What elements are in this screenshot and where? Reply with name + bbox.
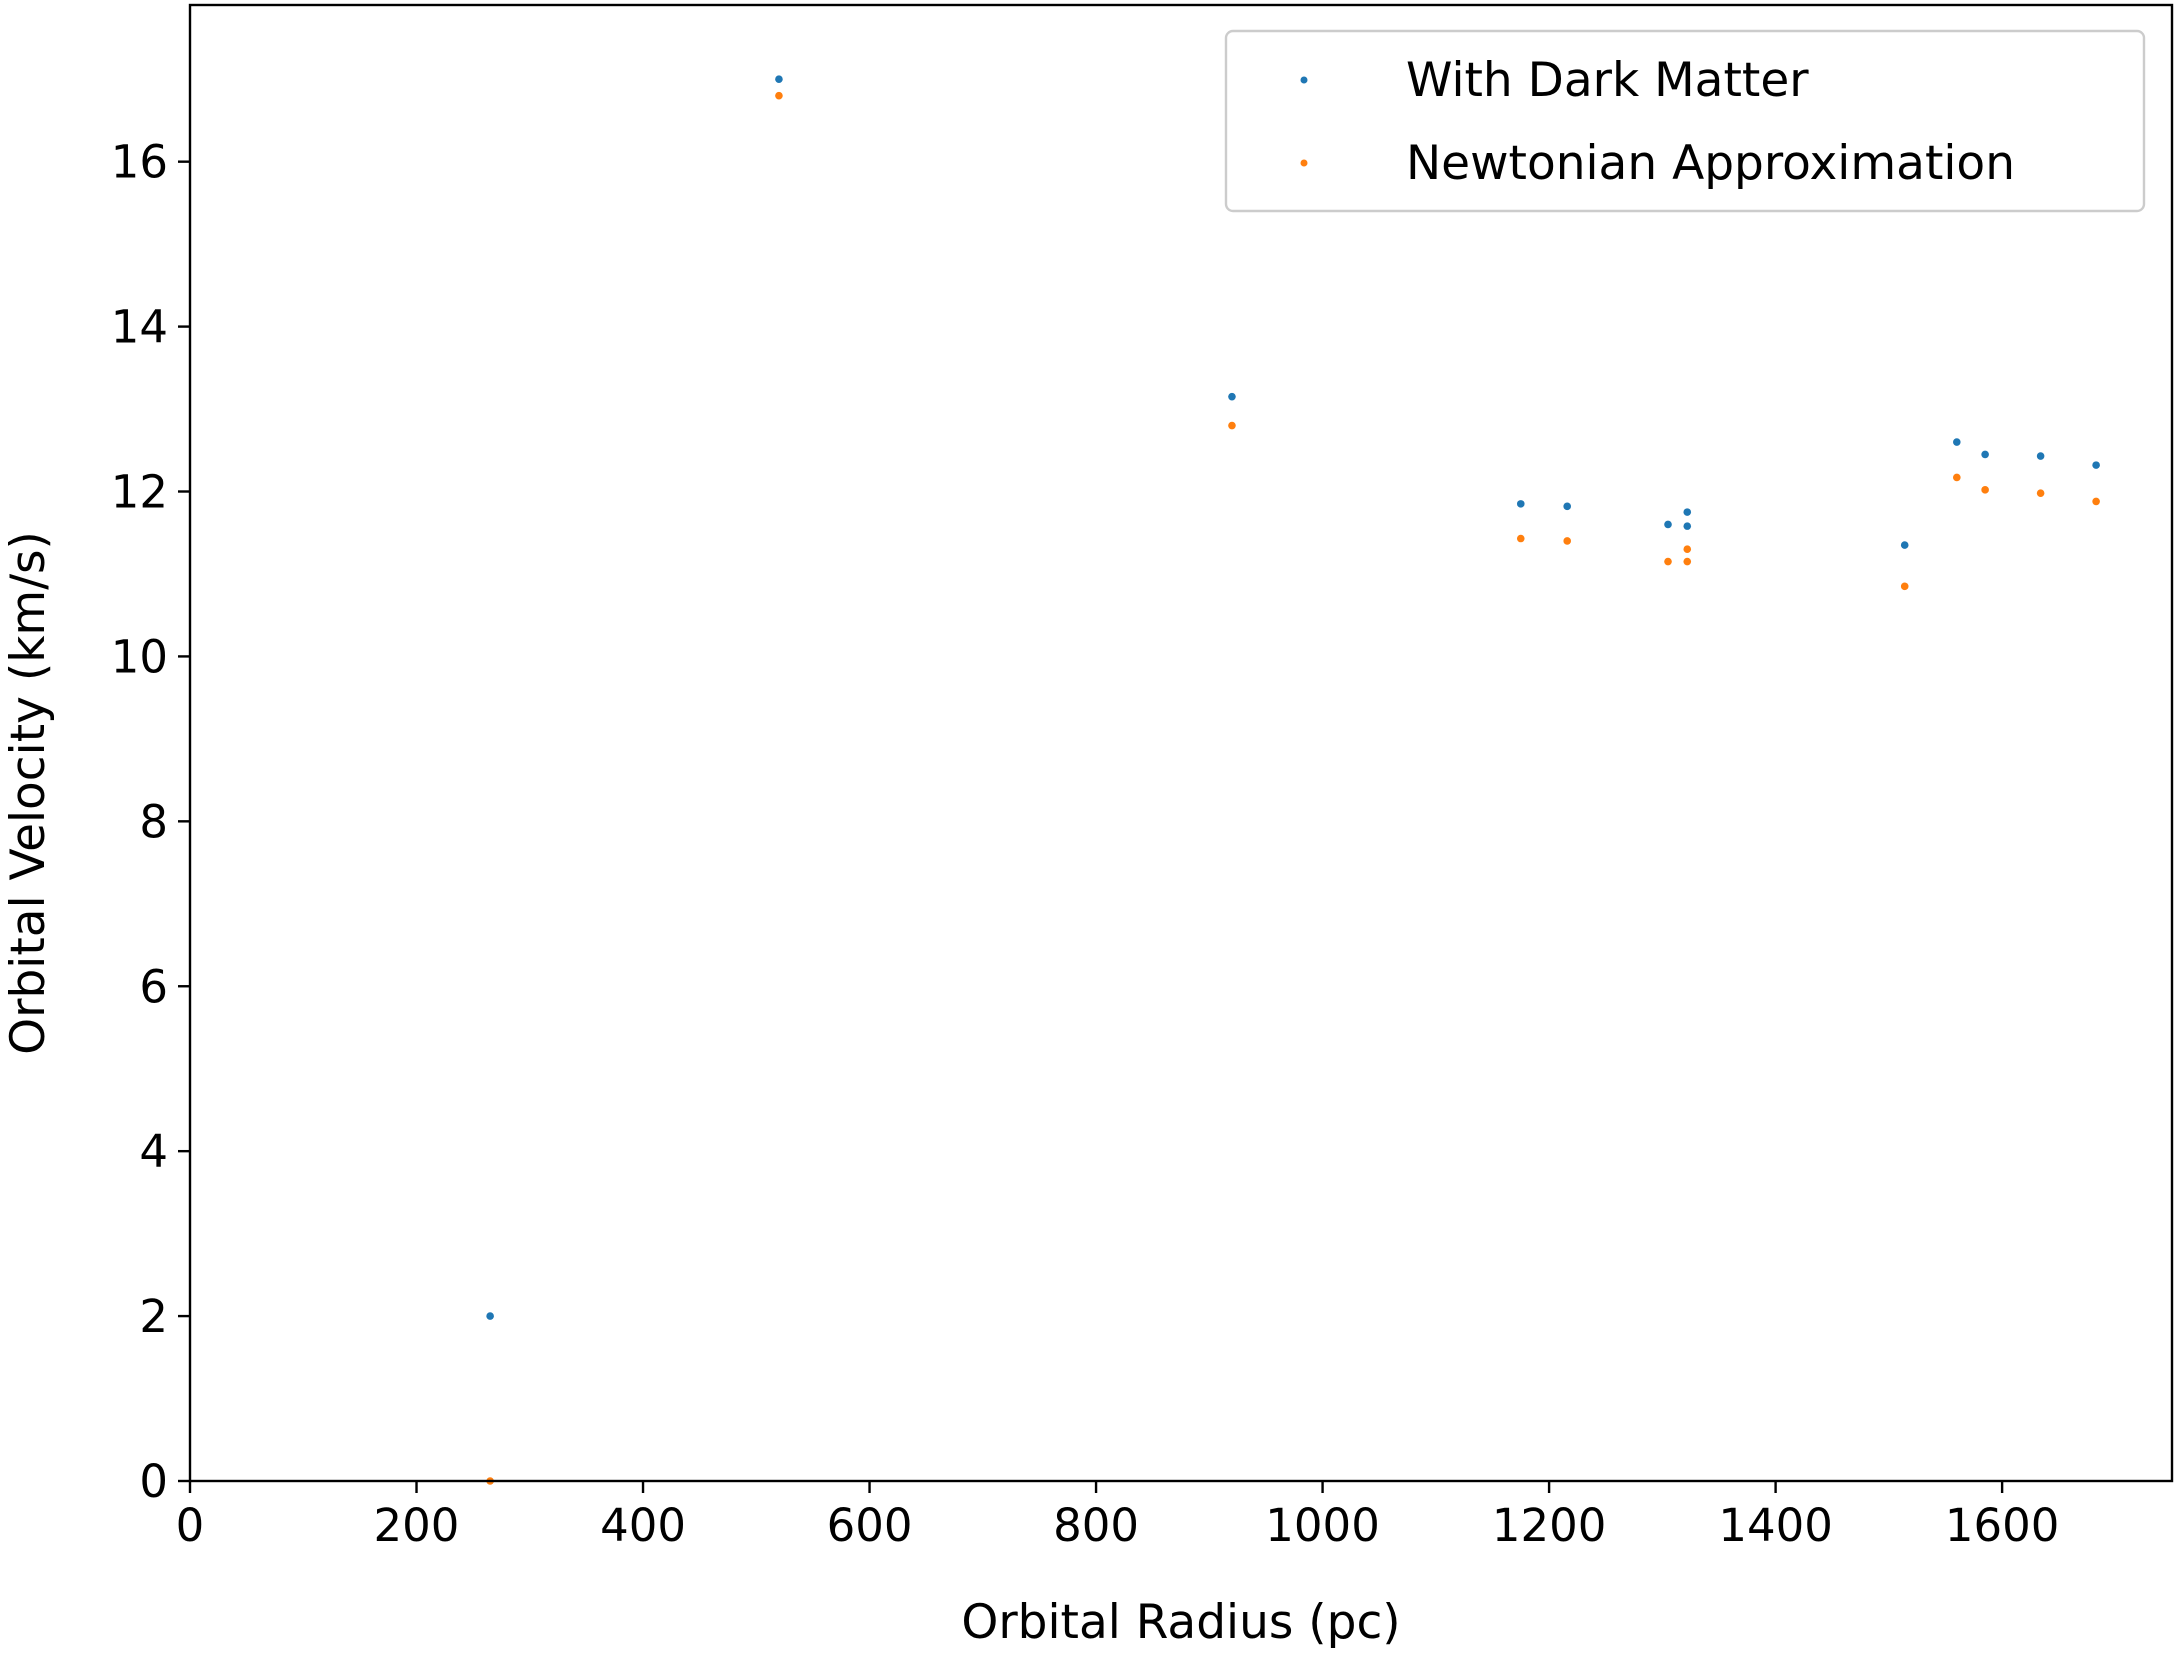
point-with-dark-matter	[1563, 502, 1572, 511]
y-tick-label: 14	[111, 301, 168, 354]
y-axis-label: Orbital Velocity (km/s)	[1, 531, 56, 1055]
plot-area-frame	[188, 3, 2174, 1483]
x-tick-label: 1200	[1492, 1499, 1607, 1552]
y-axis-ticks: 0 2 4 6 8 10 12 14 16	[111, 136, 190, 1508]
y-tick-label: 10	[111, 630, 168, 683]
x-tick-label: 0	[176, 1499, 205, 1552]
point-newtonian	[1683, 557, 1692, 566]
point-newtonian	[1664, 557, 1672, 566]
y-tick-label: 2	[139, 1290, 168, 1343]
point-with-dark-matter	[1516, 500, 1525, 508]
y-tick-label: 6	[139, 960, 168, 1013]
legend-marker-with-dark-matter	[1300, 76, 1308, 84]
x-tick-label: 1000	[1265, 1499, 1380, 1552]
point-newtonian	[775, 91, 783, 100]
point-with-dark-matter	[1683, 522, 1692, 530]
point-with-dark-matter	[1981, 450, 1989, 459]
point-with-dark-matter	[1228, 392, 1236, 401]
point-newtonian	[1981, 486, 1989, 494]
point-with-dark-matter	[775, 75, 783, 84]
point-newtonian	[1516, 534, 1525, 543]
point-newtonian	[1228, 421, 1236, 430]
point-with-dark-matter	[1664, 520, 1672, 529]
x-tick-label: 400	[600, 1499, 686, 1552]
point-newtonian	[1683, 545, 1692, 554]
point-with-dark-matter	[486, 1312, 494, 1320]
legend: With Dark Matter Newtonian Approximation	[1224, 29, 2146, 213]
data-points	[486, 75, 2100, 1485]
x-axis-ticks: 0 200 400 600 800 1000 1200 1400 1600	[176, 1481, 2060, 1552]
y-tick-label: 8	[139, 795, 168, 848]
point-with-dark-matter	[1953, 438, 1961, 446]
y-tick-label: 16	[111, 136, 168, 189]
point-newtonian	[2036, 489, 2045, 497]
legend-label-with-dark-matter: With Dark Matter	[1406, 53, 1809, 108]
x-tick-label: 200	[374, 1499, 460, 1552]
point-newtonian	[1953, 473, 1961, 482]
point-newtonian	[2092, 497, 2100, 506]
x-tick-label: 600	[827, 1499, 913, 1552]
legend-label-newtonian-approximation: Newtonian Approximation	[1406, 136, 2015, 191]
y-tick-label: 0	[139, 1455, 168, 1508]
x-tick-label: 1600	[1945, 1499, 2060, 1552]
x-axis-label: Orbital Radius (pc)	[961, 1595, 1400, 1650]
point-with-dark-matter	[2036, 452, 2045, 460]
point-with-dark-matter	[1900, 541, 1909, 549]
x-tick-label: 800	[1053, 1499, 1139, 1552]
y-tick-label: 12	[111, 466, 168, 519]
legend-marker-newtonian-approximation	[1300, 159, 1308, 167]
point-with-dark-matter	[1683, 508, 1692, 516]
point-newtonian	[1563, 537, 1572, 545]
legend-box	[1224, 29, 2146, 213]
y-tick-label: 4	[139, 1125, 168, 1178]
point-newtonian	[1900, 582, 1909, 591]
x-tick-label: 1400	[1718, 1499, 1833, 1552]
point-with-dark-matter	[2092, 461, 2100, 469]
